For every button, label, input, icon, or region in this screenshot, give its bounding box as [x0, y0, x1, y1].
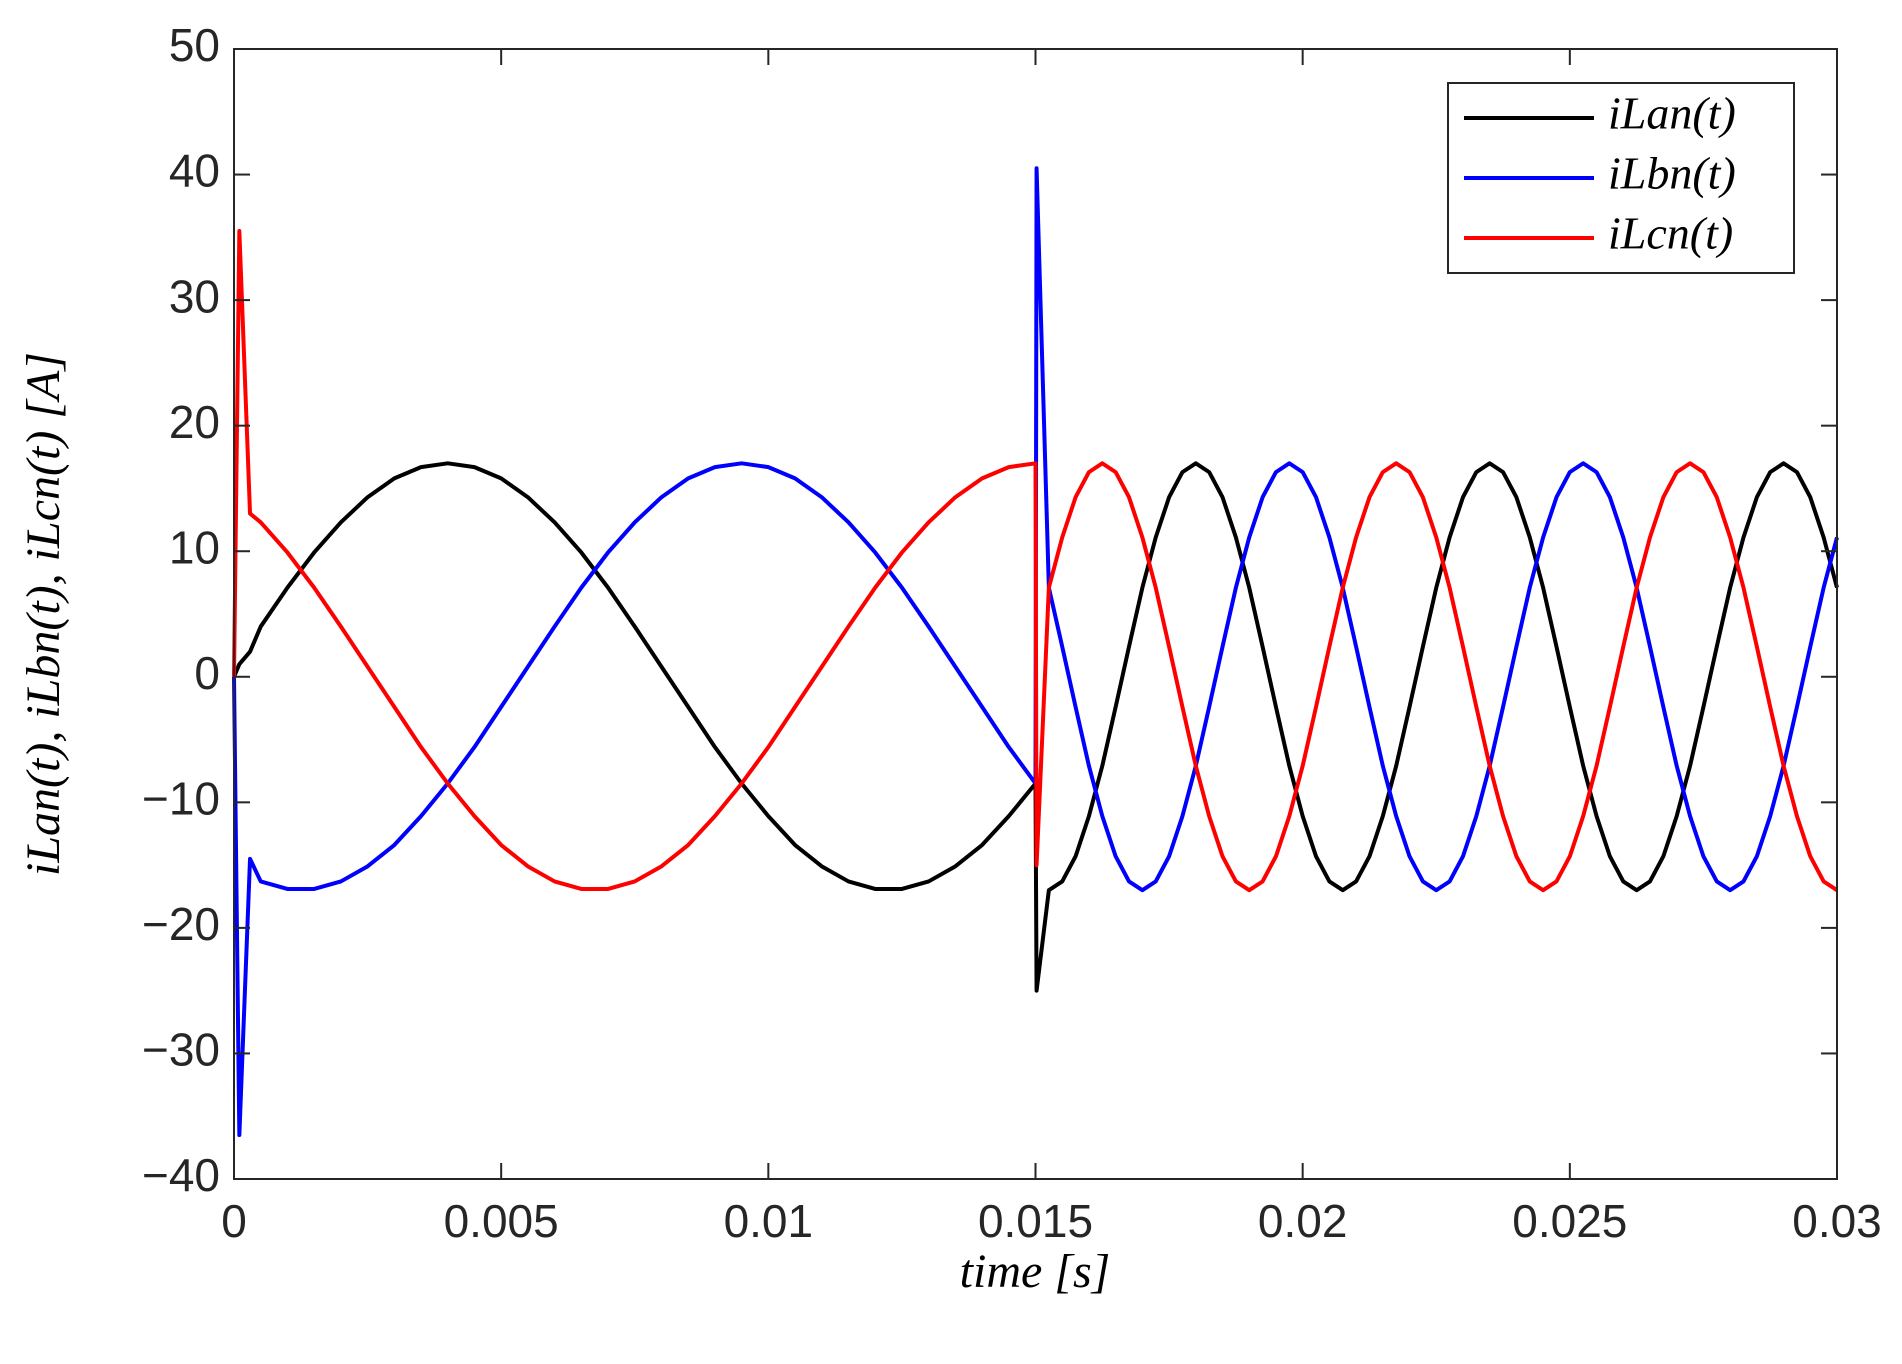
y-tick-label: 30 — [169, 270, 220, 322]
plot-area — [232, 166, 1839, 1138]
y-tick-label: 50 — [169, 19, 220, 71]
x-axis-label: time [s] — [960, 1245, 1111, 1298]
legend-label: iLbn(t) — [1608, 148, 1736, 199]
series-line — [232, 229, 1839, 893]
y-tick-label: −30 — [142, 1024, 220, 1076]
y-tick-label: 0 — [194, 647, 220, 699]
x-tick-label: 0.02 — [1258, 1195, 1348, 1247]
y-axis-label: iLan(t), iLbn(t), iLcn(t) [A] — [17, 352, 70, 876]
y-tick-label: −40 — [142, 1149, 220, 1201]
legend-label: iLan(t) — [1608, 88, 1736, 139]
y-tick-label: 40 — [169, 145, 220, 197]
y-tick-label: −20 — [142, 898, 220, 950]
legend-label: iLcn(t) — [1608, 208, 1733, 259]
x-tick-label: 0.03 — [1792, 1195, 1882, 1247]
x-tick-label: 0.005 — [444, 1195, 559, 1247]
y-tick-label: 20 — [169, 396, 220, 448]
x-tick-label: 0.015 — [978, 1195, 1093, 1247]
series-line — [232, 166, 1839, 1138]
legend: iLan(t) iLbn(t) iLcn(t) — [1447, 82, 1795, 274]
x-tick-label: 0.01 — [724, 1195, 814, 1247]
x-tick-label: 0.025 — [1512, 1195, 1627, 1247]
y-tick-label: −10 — [142, 772, 220, 824]
x-tick-label: 0 — [221, 1195, 247, 1247]
y-tick-label: 10 — [169, 521, 220, 573]
